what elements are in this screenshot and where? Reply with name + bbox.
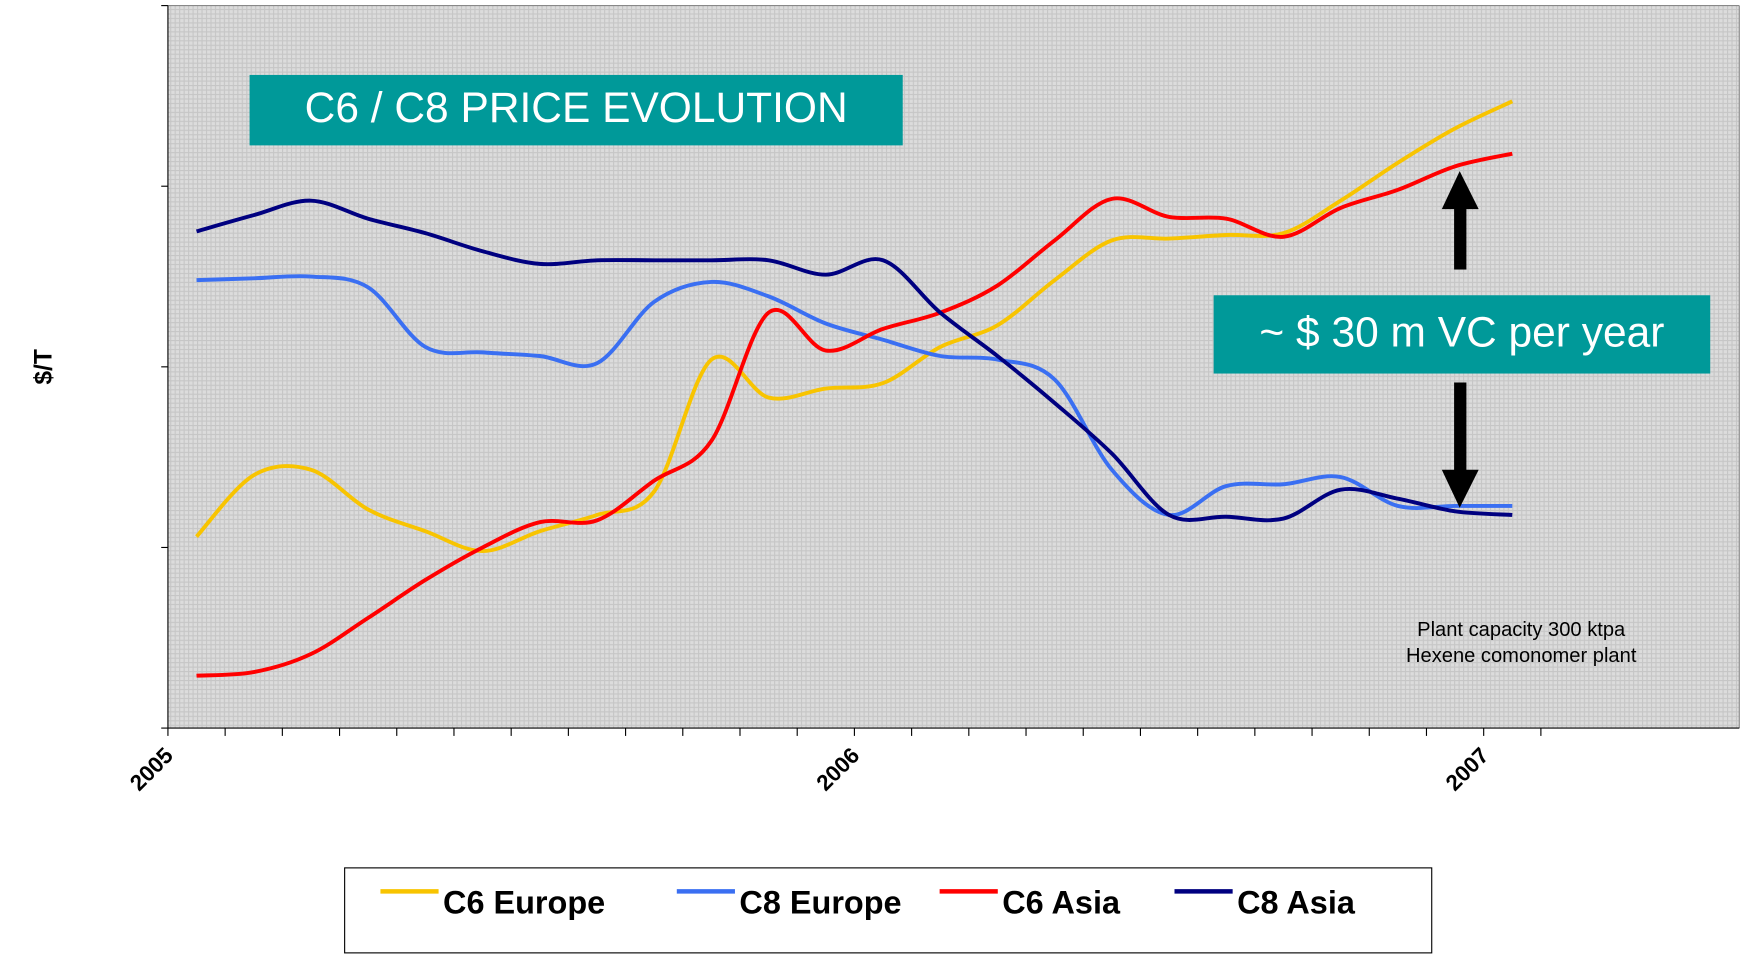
y-axis-label: $/T [30,349,57,385]
chart-title: C6 / C8 PRICE EVOLUTION [305,85,848,132]
arrows [1441,171,1479,508]
series-line [195,198,1513,523]
series-line [196,151,1513,678]
legend-label: C6 Asia [1002,884,1121,920]
x-tick-label: 2005 [125,743,178,796]
legend [344,867,1433,954]
annotation: ~ $ 30 m VC per year [1259,310,1664,357]
annotation: Hexene comonomer plant [1406,645,1637,667]
annotation-box [1213,295,1711,374]
series-line [195,99,1514,554]
annotation: Plant capacity 300 ktpa [1417,619,1626,641]
series-line [196,274,1513,517]
legend-label: C6 Europe [443,884,605,920]
legend-label: C8 Asia [1237,884,1356,920]
x-tick-label: 2006 [812,743,865,796]
title-box [249,74,903,146]
legend-label: C8 Europe [739,884,901,920]
x-tick-label: 2007 [1441,743,1494,796]
